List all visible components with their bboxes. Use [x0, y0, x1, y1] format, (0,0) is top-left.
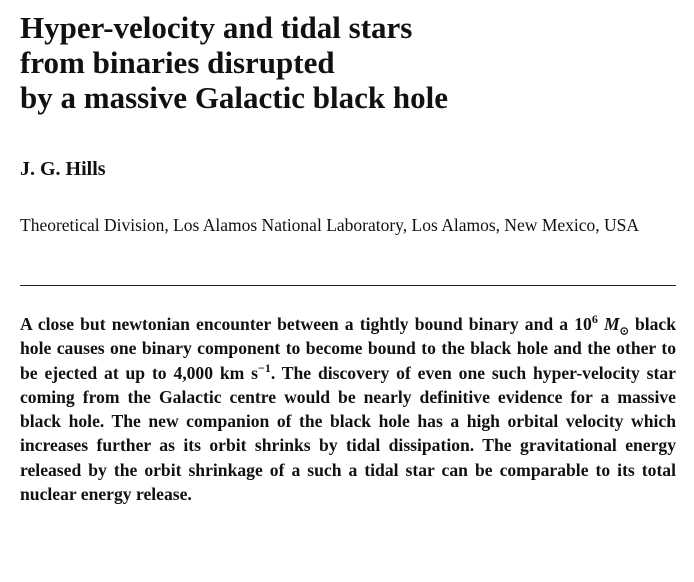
affiliation: Theoretical Division, Los Alamos Nationa… — [20, 215, 640, 235]
title-line: Hyper-velocity and tidal stars — [20, 10, 413, 45]
title-line: by a massive Galactic black hole — [20, 80, 448, 115]
abstract: A close but newtonian encounter between … — [20, 312, 676, 506]
divider — [20, 285, 676, 286]
abstract-text: . The discovery of even one such hyper-v… — [20, 362, 676, 505]
superscript: 6 — [591, 312, 598, 327]
symbol: M — [597, 314, 620, 334]
subscript: ⊙ — [619, 325, 629, 338]
abstract-text: black hole causes one binary component t… — [20, 314, 677, 383]
superscript: −1 — [258, 360, 271, 375]
abstract-text: A close but newtonian encounter between … — [20, 314, 592, 334]
author: J. G. Hills — [20, 158, 106, 180]
title: Hyper-velocity and tidal stars from binar… — [20, 10, 448, 115]
title-line: from binaries disrupted — [20, 45, 335, 80]
